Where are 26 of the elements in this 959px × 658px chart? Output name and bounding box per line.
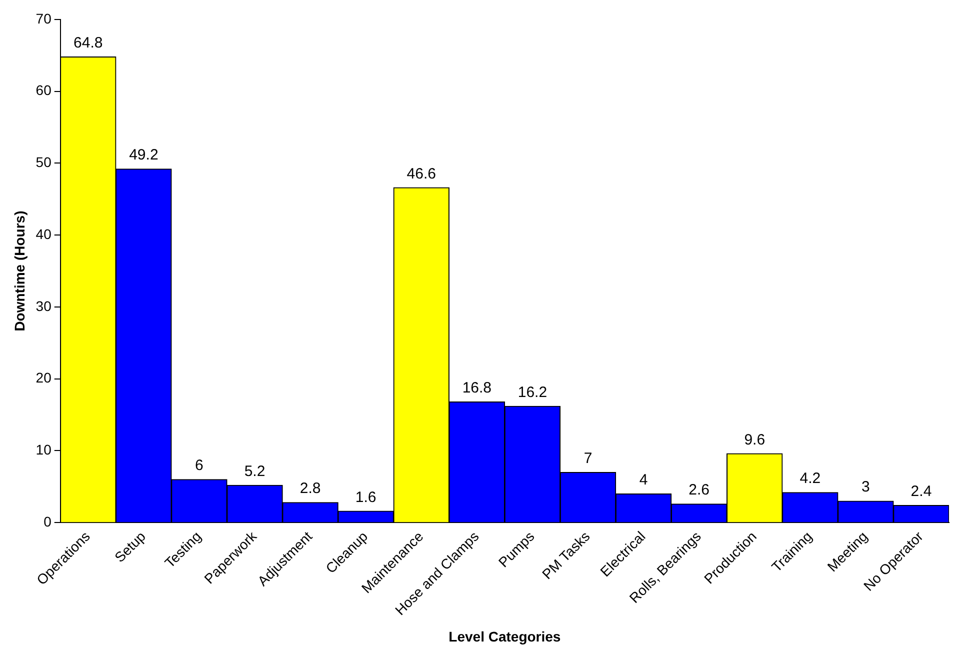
y-tick-label: 0: [44, 513, 52, 530]
data-label: 46.6: [406, 165, 436, 182]
data-label: 2.4: [910, 483, 932, 500]
data-label: 49.2: [129, 146, 158, 164]
data-label: 4.2: [800, 470, 821, 488]
data-label: 16.8: [462, 380, 492, 396]
data-label: 16.2: [518, 384, 548, 401]
data-label: 4: [639, 472, 648, 489]
y-axis-title: Downtime (Hours): [11, 210, 28, 332]
data-label: 9.6: [744, 431, 766, 448]
y-tick-label: 70: [36, 10, 52, 26]
y-tick-label: 50: [36, 154, 52, 170]
x-axis-title: Level Categories: [448, 628, 561, 644]
data-label: 2.6: [688, 482, 710, 499]
y-tick-label: 30: [36, 298, 52, 314]
data-label: 1.6: [355, 488, 376, 506]
data-label: 3: [862, 478, 870, 496]
y-tick-label: 10: [36, 442, 52, 458]
data-label: 64.8: [74, 34, 103, 52]
y-tick-label: 60: [36, 82, 52, 98]
data-label: 7: [584, 450, 592, 467]
y-tick-label: 40: [36, 226, 52, 242]
y-tick-label: 20: [36, 370, 52, 386]
data-label: 2.8: [300, 480, 321, 498]
data-label: 5.2: [244, 462, 266, 480]
data-label: 6: [195, 457, 204, 474]
